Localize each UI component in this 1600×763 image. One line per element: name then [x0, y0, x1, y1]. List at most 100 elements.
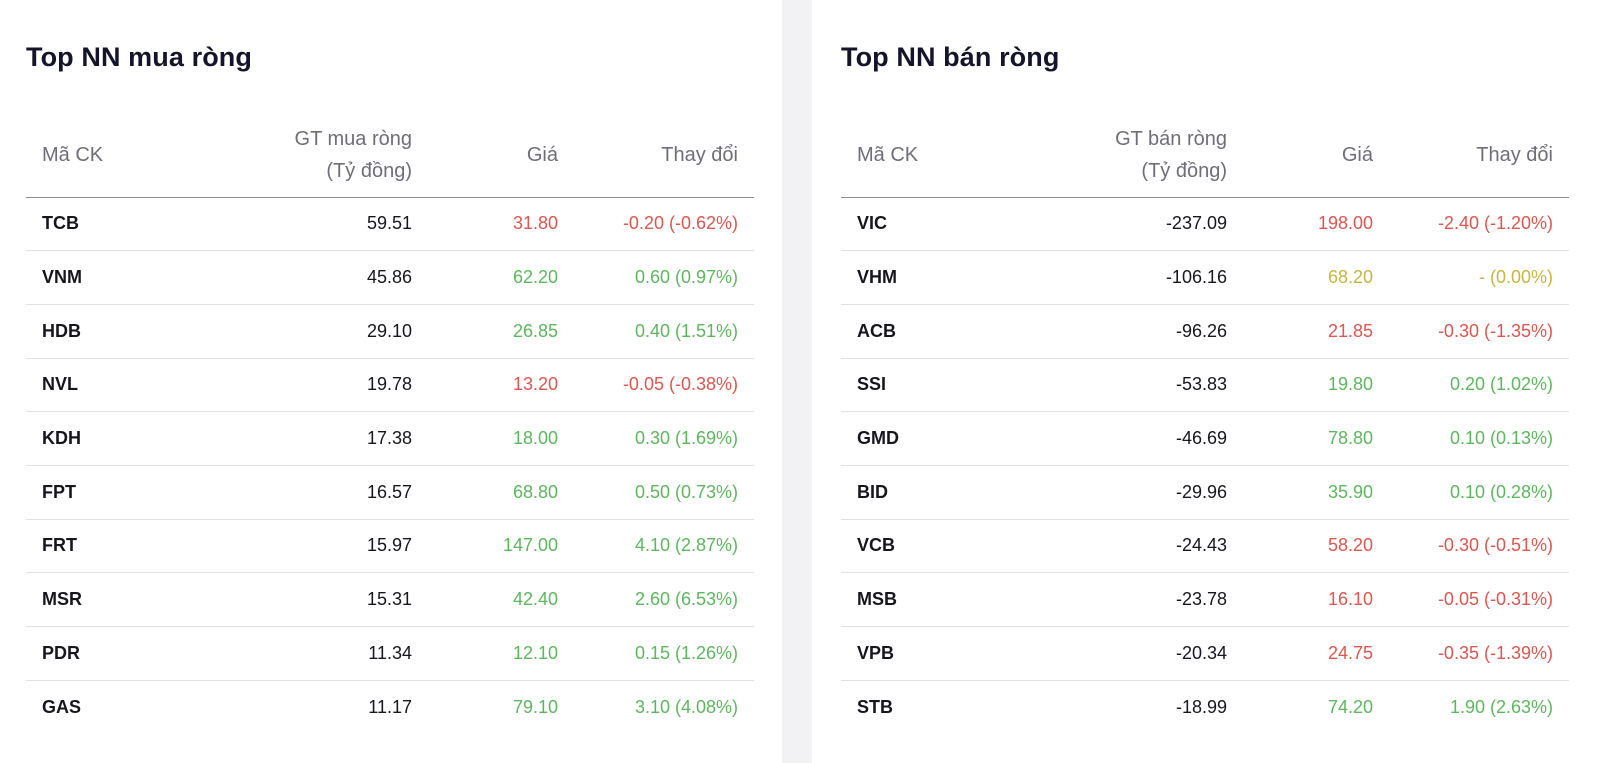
- stock-symbol[interactable]: FRT: [26, 519, 252, 574]
- table-row[interactable]: TCB 59.51 31.80 -0.20 (-0.62%): [26, 197, 754, 252]
- header-price[interactable]: Giá: [412, 113, 558, 198]
- price-value: 78.80: [1227, 411, 1373, 466]
- net-value: 29.10: [252, 304, 412, 359]
- stock-symbol[interactable]: HDB: [26, 304, 252, 359]
- header-change[interactable]: Thay đổi: [1373, 113, 1569, 198]
- net-value: -23.78: [1067, 572, 1227, 627]
- stock-symbol[interactable]: FPT: [26, 465, 252, 520]
- net-sell-table: Mã CK GT bán ròng (Tỷ đồng) Giá Thay đổi…: [841, 113, 1569, 734]
- table-row[interactable]: MSR 15.31 42.40 2.60 (6.53%): [26, 572, 754, 627]
- stock-symbol[interactable]: TCB: [26, 197, 252, 252]
- stock-symbol[interactable]: VNM: [26, 250, 252, 305]
- table-row[interactable]: FPT 16.57 68.80 0.50 (0.73%): [26, 465, 754, 520]
- table-row[interactable]: VNM 45.86 62.20 0.60 (0.97%): [26, 250, 754, 305]
- price-value: 12.10: [412, 626, 558, 681]
- stock-symbol[interactable]: VCB: [841, 519, 1067, 574]
- table-row[interactable]: NVL 19.78 13.20 -0.05 (-0.38%): [26, 358, 754, 413]
- net-buy-table: Mã CK GT mua ròng (Tỷ đồng) Giá Thay đổi…: [26, 113, 754, 734]
- net-value: -106.16: [1067, 250, 1227, 305]
- change-value: 0.60 (0.97%): [558, 250, 754, 305]
- table-row[interactable]: GAS 11.17 79.10 3.10 (4.08%): [26, 680, 754, 734]
- table-row[interactable]: VCB -24.43 58.20 -0.30 (-0.51%): [841, 519, 1569, 574]
- net-value: -20.34: [1067, 626, 1227, 681]
- net-value: 19.78: [252, 358, 412, 413]
- price-value: 18.00: [412, 411, 558, 466]
- stock-symbol[interactable]: ACB: [841, 304, 1067, 359]
- table-row[interactable]: KDH 17.38 18.00 0.30 (1.69%): [26, 411, 754, 466]
- net-value: 11.34: [252, 626, 412, 681]
- net-value: 15.31: [252, 572, 412, 627]
- table-row[interactable]: VPB -20.34 24.75 -0.35 (-1.39%): [841, 626, 1569, 681]
- stock-symbol[interactable]: GAS: [42, 696, 82, 717]
- stock-symbol[interactable]: VIC: [841, 197, 1067, 252]
- price-value: 35.90: [1227, 465, 1373, 520]
- change-value: -0.05 (-0.31%): [1373, 572, 1569, 627]
- net-value: 45.86: [252, 250, 412, 305]
- net-sell-panel: Top NN bán ròng Mã CK GT bán ròng (Tỷ đồ…: [812, 0, 1600, 763]
- change-value: 4.10 (2.87%): [558, 519, 754, 574]
- net-value: -29.96: [1067, 465, 1227, 520]
- table-row[interactable]: BID -29.96 35.90 0.10 (0.28%): [841, 465, 1569, 520]
- change-value: 0.50 (0.73%): [558, 465, 754, 520]
- stock-symbol[interactable]: GMD: [841, 411, 1067, 466]
- price-value: 79.10: [512, 696, 558, 717]
- change-value: 0.40 (1.51%): [558, 304, 754, 359]
- net-value: -237.09: [1067, 197, 1227, 252]
- price-value: 68.80: [412, 465, 558, 520]
- change-value: 0.10 (0.28%): [1373, 465, 1569, 520]
- change-value: - (0.00%): [1373, 250, 1569, 305]
- stock-symbol[interactable]: BID: [841, 465, 1067, 520]
- table-row[interactable]: GMD -46.69 78.80 0.10 (0.13%): [841, 411, 1569, 466]
- stock-symbol[interactable]: VPB: [841, 626, 1067, 681]
- net-buy-rows: TCB 59.51 31.80 -0.20 (-0.62%) VNM 45.86 62.20…: [26, 197, 754, 734]
- net-value: 59.51: [252, 197, 412, 252]
- table-row[interactable]: ACB -96.26 21.85 -0.30 (-1.35%): [841, 304, 1569, 359]
- header-price[interactable]: Giá: [1227, 113, 1373, 198]
- price-value: 62.20: [412, 250, 558, 305]
- table-row[interactable]: MSB -23.78 16.10 -0.05 (-0.31%): [841, 572, 1569, 627]
- header-change[interactable]: Thay đổi: [558, 113, 754, 198]
- table-row[interactable]: HDB 29.10 26.85 0.40 (1.51%): [26, 304, 754, 359]
- table-row[interactable]: VHM -106.16 68.20- (0.00%): [841, 250, 1569, 305]
- table-row[interactable]: VIC -237.09 198.00 -2.40 (-1.20%): [841, 197, 1569, 252]
- price-value: 13.20: [412, 358, 558, 413]
- table-row[interactable]: FRT 15.97 147.00 4.10 (2.87%): [26, 519, 754, 574]
- stock-symbol[interactable]: MSB: [841, 572, 1067, 627]
- price-value: 198.00: [1227, 197, 1373, 252]
- stock-symbol[interactable]: KDH: [26, 411, 252, 466]
- price-value: 21.85: [1227, 304, 1373, 359]
- table-row[interactable]: SSI -53.83 19.80 0.20 (1.02%): [841, 358, 1569, 413]
- change-value: -0.20 (-0.62%): [558, 197, 754, 252]
- net-value: -53.83: [1067, 358, 1227, 413]
- header-symbol[interactable]: Mã CK: [26, 113, 252, 198]
- change-value: 3.10 (4.08%): [634, 696, 738, 717]
- stock-symbol[interactable]: STB: [857, 696, 893, 717]
- header-symbol[interactable]: Mã CK: [841, 113, 1067, 198]
- price-value: 19.80: [1227, 358, 1373, 413]
- header-net-buy-value[interactable]: GT mua ròng (Tỷ đồng): [252, 113, 412, 198]
- header-net-sell-value-line1: GT bán ròng: [1115, 127, 1227, 150]
- header-net-buy-value-line2: (Tỷ đồng): [326, 159, 412, 182]
- net-value: 16.57: [252, 465, 412, 520]
- net-buy-panel: Top NN mua ròng Mã CK GT mua ròng (Tỷ đồ…: [0, 0, 782, 763]
- stock-symbol[interactable]: PDR: [26, 626, 252, 681]
- header-net-sell-value[interactable]: GT bán ròng (Tỷ đồng): [1067, 113, 1227, 198]
- table-row[interactable]: STB -18.99 74.20 1.90 (2.63%): [841, 680, 1569, 734]
- change-value: -2.40 (-1.20%): [1373, 197, 1569, 252]
- stock-symbol[interactable]: MSR: [26, 572, 252, 627]
- net-sell-rows: VIC -237.09 198.00 -2.40 (-1.20%) VHM -106.16…: [841, 197, 1569, 734]
- price-value: 26.85: [412, 304, 558, 359]
- change-value: 0.15 (1.26%): [558, 626, 754, 681]
- stock-symbol[interactable]: NVL: [26, 358, 252, 413]
- header-net-sell-value-line2: (Tỷ đồng): [1141, 159, 1227, 182]
- price-value: 42.40: [412, 572, 558, 627]
- stock-symbol[interactable]: VHM: [841, 250, 1067, 305]
- stock-symbol[interactable]: SSI: [841, 358, 1067, 413]
- net-value: 15.97: [252, 519, 412, 574]
- header-net-buy-value-line1: GT mua ròng: [294, 127, 412, 150]
- change-value: -0.30 (-1.35%): [1373, 304, 1569, 359]
- table-row[interactable]: PDR 11.34 12.10 0.15 (1.26%): [26, 626, 754, 681]
- net-buy-title: Top NN mua ròng: [26, 42, 252, 72]
- price-value: 24.75: [1227, 626, 1373, 681]
